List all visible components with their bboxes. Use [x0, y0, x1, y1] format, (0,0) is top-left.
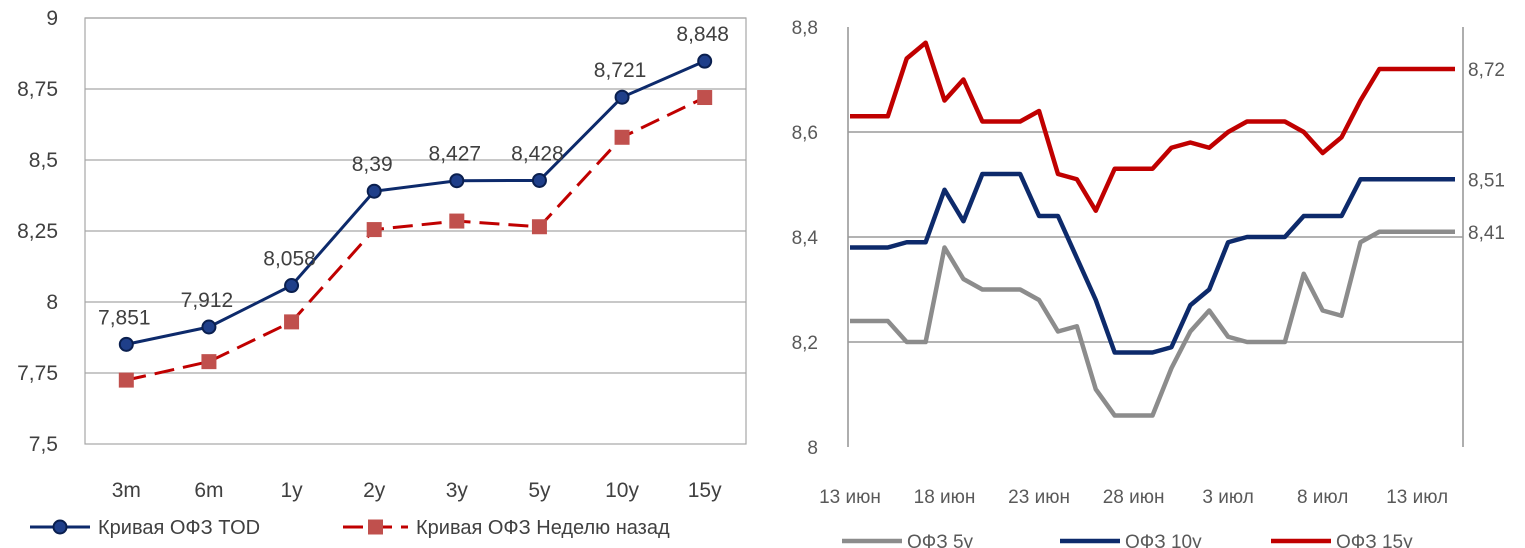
- x-tick-label: 6m: [194, 479, 223, 502]
- x-tick-label: 3m: [112, 479, 141, 502]
- data-point-marker: [449, 173, 465, 189]
- legend-label: ОФЗ 5y: [907, 532, 974, 548]
- x-tick-label: 13 июл: [1386, 487, 1448, 508]
- data-label: 8,848: [676, 23, 729, 46]
- y-tick-label: 8: [46, 291, 58, 314]
- y-tick-label: 8: [807, 438, 818, 459]
- x-tick-label: 23 июн: [1008, 487, 1070, 508]
- series-line: [126, 59, 706, 346]
- x-tick-label: 8 июл: [1297, 487, 1348, 508]
- data-point-marker: [201, 319, 217, 335]
- y-tick-label: 8,25: [17, 220, 58, 243]
- y-tick-label: 9: [46, 7, 58, 30]
- data-point-marker: [366, 222, 382, 238]
- data-point-marker: [284, 314, 300, 330]
- data-label: 7,912: [181, 289, 234, 312]
- legend-label: Кривая ОФЗ Неделю назад: [416, 517, 670, 539]
- data-point-marker: [697, 53, 713, 69]
- y-tick-label: 8,2: [792, 333, 818, 354]
- series-line: [850, 171, 1455, 355]
- legend-swatch-marker: [52, 519, 68, 535]
- end-value-label: 8,41: [1468, 223, 1505, 244]
- end-value-label: 8,72: [1468, 60, 1505, 81]
- y-tick-label: 8,4: [792, 228, 819, 249]
- legend-label: ОФЗ 10y: [1125, 532, 1202, 548]
- x-tick-label: 3y: [446, 479, 469, 502]
- x-tick-label: 5y: [528, 479, 551, 502]
- x-tick-label: 28 июн: [1103, 487, 1165, 508]
- data-point-marker: [531, 219, 547, 235]
- legend-label: ОФЗ 15y: [1336, 532, 1413, 548]
- plot-area-border: [84, 17, 747, 445]
- y-tick-label: 8,5: [29, 149, 58, 172]
- data-label: 8,427: [429, 143, 482, 166]
- series-line: [850, 229, 1455, 418]
- y-tick-label: 8,75: [17, 78, 58, 101]
- y-tick-label: 7,75: [17, 362, 58, 385]
- x-tick-label: 3 июл: [1202, 487, 1253, 508]
- y-tick-label: 8,8: [792, 18, 818, 39]
- ofz-yield-history-chart: 8 8,2 8,4 8,6 8,8 13 июн 18 июн 23 июн 28 июн 3 и…: [792, 18, 1505, 548]
- x-tick-label: 2y: [363, 479, 386, 502]
- series-line: [125, 96, 706, 382]
- data-point-marker: [449, 213, 465, 229]
- ofz-yield-curve-chart: 7,5 7,75 8 8,25 8,5 8,75 9 3m 6m 1y 2y 3y 5y 10y 15y 7,…: [17, 7, 747, 539]
- x-tick-label: 13 июн: [819, 487, 881, 508]
- data-point-marker: [118, 336, 134, 352]
- y-tick-label: 8,6: [792, 123, 818, 144]
- x-tick-label: 10y: [605, 479, 639, 502]
- data-point-marker: [697, 90, 713, 106]
- legend-swatch-marker: [368, 519, 383, 535]
- data-point-marker: [118, 372, 134, 388]
- data-label: 8,721: [594, 59, 647, 82]
- end-value-label: 8,51: [1468, 170, 1505, 191]
- data-point-marker: [366, 183, 382, 199]
- series-line: [850, 40, 1455, 213]
- x-tick-label: 15y: [688, 479, 722, 502]
- x-tick-label: 18 июн: [914, 487, 976, 508]
- data-point-marker: [614, 129, 630, 145]
- x-tick-label: 1y: [280, 479, 303, 502]
- data-point-marker: [201, 354, 217, 370]
- data-point-marker: [614, 89, 630, 105]
- data-label: 7,851: [98, 306, 151, 329]
- data-label: 8,428: [511, 142, 564, 165]
- y-tick-label: 7,5: [29, 433, 58, 456]
- legend-label: Кривая ОФЗ TOD: [98, 517, 260, 539]
- data-point-marker: [284, 278, 300, 294]
- data-label: 8,058: [263, 248, 316, 271]
- data-label: 8,39: [352, 153, 393, 176]
- data-point-marker: [531, 172, 547, 188]
